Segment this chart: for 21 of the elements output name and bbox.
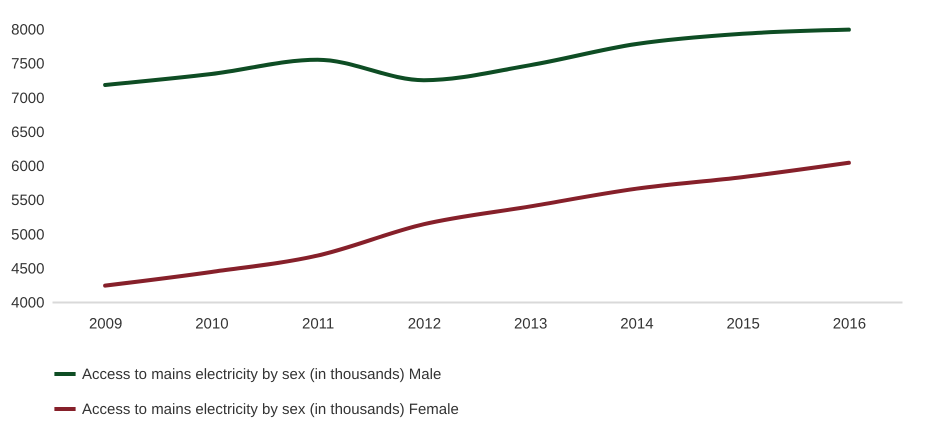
line-series: [103, 160, 851, 288]
x-tick-label: 2010: [195, 316, 229, 332]
y-tick-label: 5000: [11, 226, 44, 244]
y-tick-label: 5500: [11, 192, 44, 210]
y-tick-label: 4000: [11, 294, 44, 312]
y-tick-label: 4500: [11, 260, 44, 278]
x-tick-label: 2015: [726, 316, 760, 332]
x-tick-label: 2014: [620, 316, 654, 332]
x-tick-label: 2016: [832, 316, 866, 332]
legend-label: Access to mains electricity by sex (in thousands) Female: [82, 401, 459, 418]
y-tick-label: 8000: [11, 22, 44, 38]
line-series: [103, 28, 851, 87]
y-tick-label: 6500: [11, 124, 44, 141]
x-tick-label: 2012: [408, 316, 442, 332]
x-tick-label: 2013: [514, 316, 548, 332]
x-tick-label: 2011: [302, 316, 334, 332]
legend-label: Access to mains electricity by sex (in thousands) Male: [82, 366, 442, 383]
x-tick-label: 2009: [88, 316, 122, 332]
y-tick-label: 7000: [11, 90, 44, 107]
y-tick-label: 7500: [11, 56, 44, 73]
y-tick-label: 6000: [11, 158, 44, 175]
